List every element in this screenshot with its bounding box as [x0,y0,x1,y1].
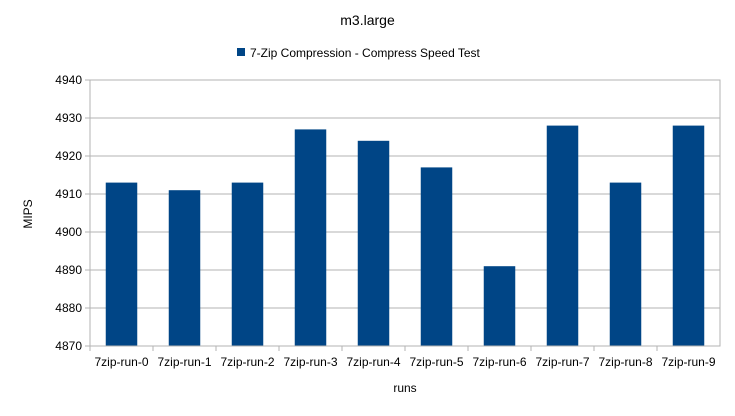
y-tick-label: 4920 [55,149,82,163]
bar [357,140,390,346]
chart-title: m3.large [340,12,395,28]
x-tick-label: 7zip-run-5 [409,355,463,369]
y-tick-label: 4890 [55,263,82,277]
bar [546,125,579,346]
bar [672,125,705,346]
y-tick-label: 4930 [55,111,82,125]
x-tick-label: 7zip-run-6 [472,355,526,369]
y-tick-label: 4940 [55,73,82,87]
bar [105,182,138,346]
legend: 7-Zip Compression - Compress Speed Test [237,46,481,60]
x-tick-label: 7zip-run-3 [283,355,337,369]
bar [294,129,327,346]
x-tick-label: 7zip-run-9 [661,355,715,369]
plot-area-border [89,79,721,347]
bar [168,190,201,346]
legend-swatch [237,48,245,56]
y-tick-label: 4870 [55,339,82,353]
y-tick-label: 4900 [55,225,82,239]
x-axis-label: runs [393,381,416,395]
legend-label: 7-Zip Compression - Compress Speed Test [250,46,481,60]
y-tick-label: 4880 [55,301,82,315]
bar [231,182,264,346]
y-axis-label: MIPS [21,199,35,228]
x-tick-label: 7zip-run-4 [346,355,400,369]
x-axis-ticks: 7zip-run-0 7zip-run-1 7zip-run-2 7zip-run-3… [89,346,716,369]
y-axis-ticks: 4870 4880 4890 4900 4910 4920 4930 4940 [55,73,82,353]
x-tick-label: 7zip-run-7 [535,355,589,369]
x-tick-label: 7zip-run-0 [94,355,148,369]
x-tick-label: 7zip-run-8 [598,355,652,369]
bar [420,167,453,346]
x-tick-label: 7zip-run-2 [220,355,274,369]
y-tick-label: 4910 [55,187,82,201]
x-tick-label: 7zip-run-1 [157,355,211,369]
bar [609,182,642,346]
bar [483,266,516,346]
bars [105,125,705,346]
